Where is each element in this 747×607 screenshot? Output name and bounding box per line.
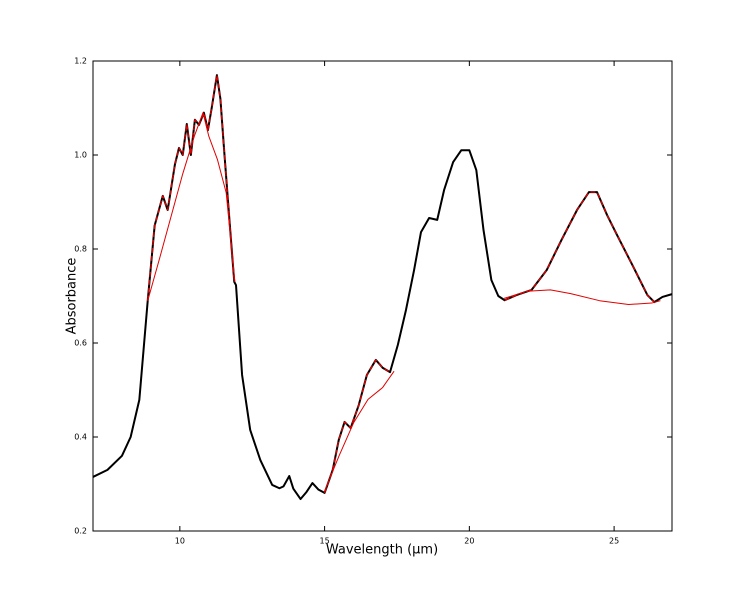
spectrum-line — [503, 289, 661, 305]
y-tick-label: 0.8 — [74, 245, 87, 254]
y-axis-label: Absorbance — [65, 258, 80, 335]
x-tick-label: 20 — [464, 537, 474, 546]
y-tick-label: 1.2 — [74, 57, 87, 66]
x-axis-label: Wavelength (μm) — [326, 543, 438, 558]
spectrum-line — [147, 74, 655, 494]
plot-frame — [92, 60, 673, 532]
spectrum-line — [324, 370, 395, 492]
y-tick-label: 0.6 — [74, 339, 87, 348]
y-tick-label: 0.2 — [74, 527, 87, 536]
y-tick-label: 0.4 — [74, 433, 87, 442]
x-tick-label: 15 — [320, 537, 330, 546]
x-tick-label: 25 — [609, 537, 619, 546]
x-tick-label: 10 — [175, 537, 185, 546]
spectrum-line — [92, 74, 673, 501]
y-tick-label: 1.0 — [74, 151, 87, 160]
